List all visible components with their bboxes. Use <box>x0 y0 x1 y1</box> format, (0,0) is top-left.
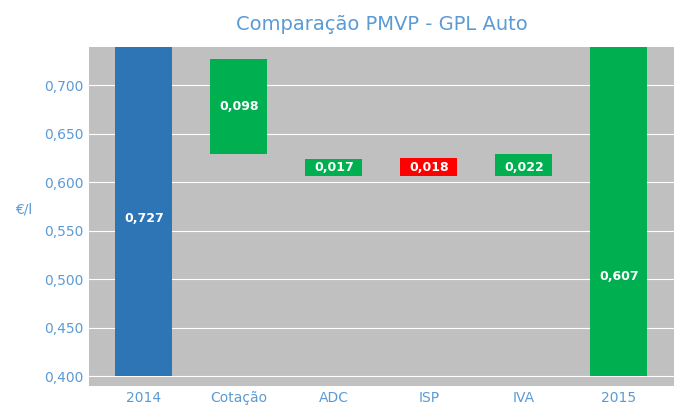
Bar <box>400 158 457 176</box>
Bar <box>210 59 267 154</box>
Text: 0,098: 0,098 <box>219 100 258 113</box>
Text: 0,018: 0,018 <box>409 161 449 174</box>
Text: 0,022: 0,022 <box>504 161 544 174</box>
Bar <box>305 159 362 176</box>
Title: Comparação PMVP - GPL Auto: Comparação PMVP - GPL Auto <box>236 15 527 34</box>
Text: 0,017: 0,017 <box>314 161 353 174</box>
Bar <box>590 0 648 376</box>
Bar <box>116 0 172 376</box>
Bar <box>495 154 553 176</box>
Text: 0,607: 0,607 <box>599 270 639 283</box>
Y-axis label: €/l: €/l <box>15 202 32 216</box>
Text: 0,727: 0,727 <box>124 212 164 225</box>
